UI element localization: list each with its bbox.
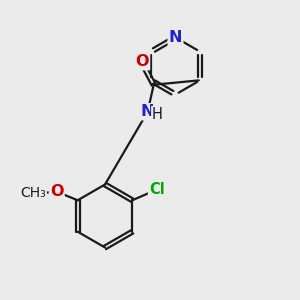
Text: N: N bbox=[169, 30, 182, 45]
Text: CH₃: CH₃ bbox=[20, 186, 46, 200]
Text: N: N bbox=[141, 104, 154, 119]
Text: O: O bbox=[136, 54, 149, 69]
Text: Cl: Cl bbox=[149, 182, 165, 197]
Text: O: O bbox=[50, 184, 64, 199]
Text: H: H bbox=[152, 106, 163, 122]
